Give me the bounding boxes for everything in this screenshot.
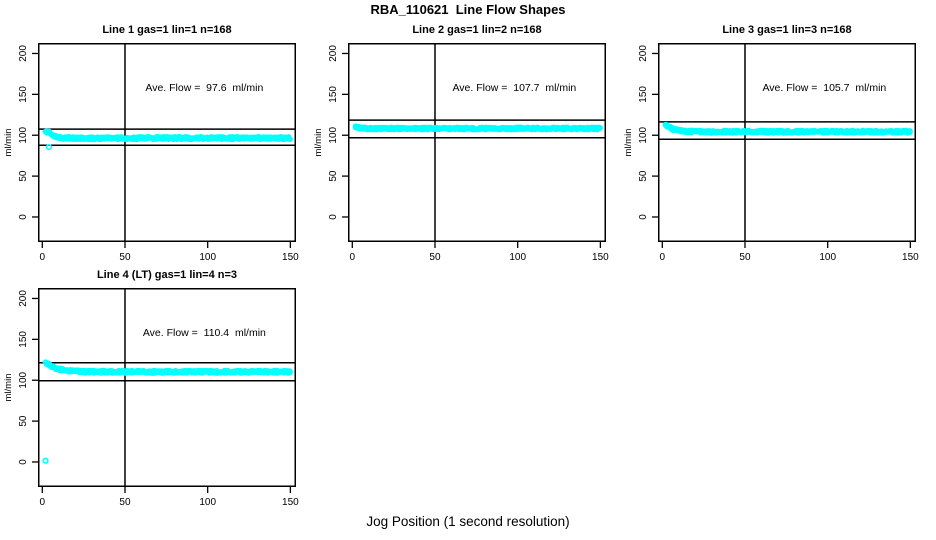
x-tick-label: 100: [199, 497, 216, 508]
x-tick-label: 0: [40, 497, 46, 508]
x-tick-label: 50: [119, 252, 131, 263]
y-axis-label: ml/min: [623, 129, 634, 157]
x-tick-label: 0: [660, 252, 666, 263]
line4-plot: 0 50 100 150 0 50 100 150 200 ml/min Ave. Flow = 1…: [3, 288, 299, 508]
data-points: [42, 359, 293, 376]
y-tick-label: 200: [638, 45, 649, 62]
panel-title-line1: Line 1 gas=1 lin=1 n=168: [102, 24, 232, 36]
panel-title-line2: Line 2 gas=1 lin=2 n=168: [412, 24, 542, 36]
x-tick-label: 150: [282, 497, 299, 508]
y-tick-label: 100: [18, 371, 29, 388]
line3-plot: 0 50 100 150 0 50 100 150 200 ml/min Ave. Flow = 1…: [623, 43, 919, 263]
outlier-points: [45, 143, 53, 151]
x-tick-label: 150: [592, 252, 609, 263]
ave-flow-annotation: Ave. Flow = 107.7 ml/min: [452, 82, 576, 94]
x-tick-label: 100: [819, 252, 836, 263]
y-axis-label: ml/min: [313, 129, 324, 157]
y-axis-label: ml/min: [3, 374, 14, 402]
y-tick-label: 200: [18, 290, 29, 307]
line2-plot: 0 50 100 150 0 50 100 150 200 ml/min Ave. Flow = 1…: [313, 43, 609, 263]
panel-title-line4: Line 4 (LT) gas=1 lin=4 n=3: [96, 269, 238, 281]
y-tick-label: 50: [638, 170, 649, 182]
x-tick-label: 150: [282, 252, 299, 263]
line1-plot: 0 50 100 150 0 50 100 150 200 ml/min Ave. Flow = 9…: [3, 43, 299, 263]
panel-title-line3: Line 3 gas=1 lin=3 n=168: [722, 24, 852, 36]
x-tick-label: 100: [199, 252, 216, 263]
y-tick-label: 50: [18, 170, 29, 182]
reference-lines: [349, 44, 605, 241]
y-tick-label: 100: [18, 126, 29, 143]
x-axis: 0 50 100 150: [660, 242, 919, 263]
y-tick-label: 0: [638, 214, 649, 220]
x-axis: 0 50 100 150: [40, 242, 299, 263]
outlier-point: [42, 457, 49, 464]
x-tick-label: 150: [902, 252, 919, 263]
reference-lines: [659, 44, 915, 241]
y-tick-label: 150: [328, 86, 339, 103]
reference-lines: [39, 289, 295, 486]
data-points: [42, 128, 293, 143]
y-axis: 0 50 100 150 200 ml/min: [313, 45, 348, 220]
x-axis: 0 50 100 150: [40, 487, 299, 508]
x-tick-label: 50: [429, 252, 441, 263]
y-tick-label: 200: [18, 45, 29, 62]
plot-frame: [38, 288, 296, 487]
x-axis-label: Jog Position (1 second resolution): [366, 514, 570, 529]
y-tick-label: 0: [18, 459, 29, 465]
y-tick-label: 150: [638, 86, 649, 103]
y-tick-label: 100: [638, 126, 649, 143]
reference-lines: [39, 44, 295, 241]
x-tick-label: 50: [119, 497, 131, 508]
plot-frame: [348, 43, 606, 242]
x-axis: 0 50 100 150: [350, 242, 609, 263]
ave-flow-annotation: Ave. Flow = 97.6 ml/min: [145, 82, 263, 94]
y-axis: 0 50 100 150 200 ml/min: [3, 290, 38, 465]
figure-title: RBA_110621 Line Flow Shapes: [370, 2, 566, 17]
y-tick-label: 100: [328, 126, 339, 143]
data-points: [662, 121, 913, 136]
x-tick-label: 0: [40, 252, 46, 263]
y-tick-label: 200: [328, 45, 339, 62]
y-axis-label: ml/min: [3, 129, 14, 157]
plot-frame: [658, 43, 916, 242]
y-axis: 0 50 100 150 200 ml/min: [3, 45, 38, 220]
y-tick-label: 50: [18, 415, 29, 427]
y-tick-label: 0: [328, 214, 339, 220]
y-tick-label: 0: [18, 214, 29, 220]
y-tick-label: 150: [18, 86, 29, 103]
plot-frame: [38, 43, 296, 242]
outlier-point: [45, 143, 53, 151]
x-tick-label: 100: [509, 252, 526, 263]
x-tick-label: 0: [350, 252, 356, 263]
ave-flow-annotation: Ave. Flow = 110.4 ml/min: [143, 327, 266, 339]
y-tick-label: 50: [328, 170, 339, 182]
outlier-points: [42, 457, 49, 464]
y-axis: 0 50 100 150 200 ml/min: [623, 45, 658, 220]
x-tick-label: 50: [739, 252, 751, 263]
data-points: [352, 123, 603, 133]
ave-flow-annotation: Ave. Flow = 105.7 ml/min: [762, 82, 886, 94]
y-tick-label: 150: [18, 331, 29, 348]
